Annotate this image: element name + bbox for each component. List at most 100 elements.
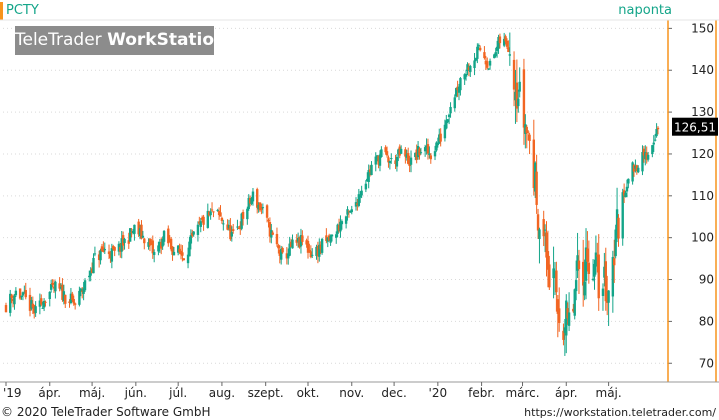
candle-body <box>457 86 461 93</box>
candle-body <box>277 245 280 249</box>
x-tick-label: szept. <box>248 386 284 400</box>
candle-body <box>117 243 121 252</box>
candle-body <box>199 221 202 227</box>
y-tick-label: 150 <box>691 21 714 35</box>
candle-body <box>230 232 234 237</box>
candle-body <box>576 255 579 271</box>
candle-body <box>93 253 97 255</box>
candle-body <box>188 241 191 257</box>
candle-body <box>486 61 489 68</box>
candle-body <box>597 254 600 299</box>
candle-body <box>295 239 298 243</box>
candle-body <box>241 212 245 219</box>
candle-body <box>198 221 201 224</box>
symbol-label[interactable]: PCTY <box>6 3 39 18</box>
candle-body <box>418 148 421 156</box>
candle-body <box>370 164 373 176</box>
candle-body <box>416 146 420 158</box>
candle-body <box>69 293 73 303</box>
candle-body <box>493 54 496 59</box>
candle-body <box>473 60 476 69</box>
candle-body <box>167 228 170 244</box>
candle-body <box>512 59 516 90</box>
candle-body <box>247 197 250 210</box>
candle-body <box>502 38 506 46</box>
candle-body <box>226 224 229 230</box>
candle-body <box>92 257 95 274</box>
candle-body <box>525 126 528 134</box>
candle-body <box>605 298 609 303</box>
candle-body <box>584 247 588 281</box>
candle-body <box>478 47 482 51</box>
candle-body <box>48 291 51 300</box>
candle-body <box>375 155 379 160</box>
candle-body <box>439 133 442 142</box>
candle-body <box>227 225 231 228</box>
candle-body <box>119 246 122 252</box>
candle-body <box>336 224 339 234</box>
candle-body <box>236 226 239 228</box>
candle-body <box>309 251 313 258</box>
candle-body <box>463 74 466 80</box>
candle-body <box>399 148 403 154</box>
candle-body <box>152 252 156 255</box>
candle-body <box>285 253 289 259</box>
candle-body <box>552 268 555 279</box>
candle-body <box>546 251 550 270</box>
candle-body <box>192 231 195 235</box>
candle-body <box>23 292 26 294</box>
candle-body <box>59 286 63 289</box>
candle-body <box>467 67 471 71</box>
candle-body <box>652 142 655 145</box>
candle-body <box>103 249 106 251</box>
candle-body <box>147 242 150 247</box>
candle-body <box>327 235 331 241</box>
candle-body <box>208 211 211 216</box>
candle-body <box>528 134 531 141</box>
y-tick-label: 110 <box>691 189 714 203</box>
brand-bold: WorkStation <box>107 30 227 50</box>
candle-body <box>82 288 85 294</box>
candle-body <box>339 221 342 232</box>
candle-body <box>613 258 616 266</box>
candle-body <box>601 288 605 296</box>
candle-body <box>49 284 53 290</box>
candle-body <box>265 205 269 218</box>
candle-body <box>34 306 37 314</box>
candle-body <box>366 178 369 182</box>
candle-body <box>176 245 180 253</box>
period-label[interactable]: naponta <box>618 3 672 18</box>
candle-body <box>133 224 136 234</box>
candle-body <box>33 304 36 314</box>
candle-body <box>99 250 102 261</box>
candle-body <box>517 98 520 107</box>
candle-body <box>138 228 142 237</box>
candle-body <box>71 293 74 300</box>
candle-body <box>615 209 619 235</box>
candle-body <box>505 40 509 47</box>
candle-body <box>522 69 526 128</box>
candle-body <box>44 301 47 303</box>
candle-body <box>31 303 35 308</box>
x-tick-label: febr. <box>468 386 495 400</box>
time-axis: '19 ápr. máj. jún. júl. aug. szept. okt. nov. dec… <box>3 382 622 400</box>
candle-body <box>538 229 541 240</box>
candle-body <box>52 286 56 289</box>
candle-body <box>368 169 372 173</box>
candle-body <box>436 143 440 146</box>
candle-body <box>388 160 392 164</box>
candle-body <box>498 36 502 44</box>
candle-body <box>291 239 294 249</box>
candle-body <box>90 268 94 274</box>
candle-body <box>477 45 480 47</box>
candle-body <box>21 292 25 296</box>
candle-body <box>423 147 427 152</box>
x-tick-label: márc. <box>505 386 539 400</box>
candle-body <box>248 197 252 204</box>
candle-body <box>329 235 332 243</box>
candle-body <box>428 153 431 155</box>
candle-body <box>488 60 492 66</box>
last-price-tag <box>672 117 718 136</box>
source-url[interactable]: https://workstation.teletrader.com/ <box>524 406 716 419</box>
